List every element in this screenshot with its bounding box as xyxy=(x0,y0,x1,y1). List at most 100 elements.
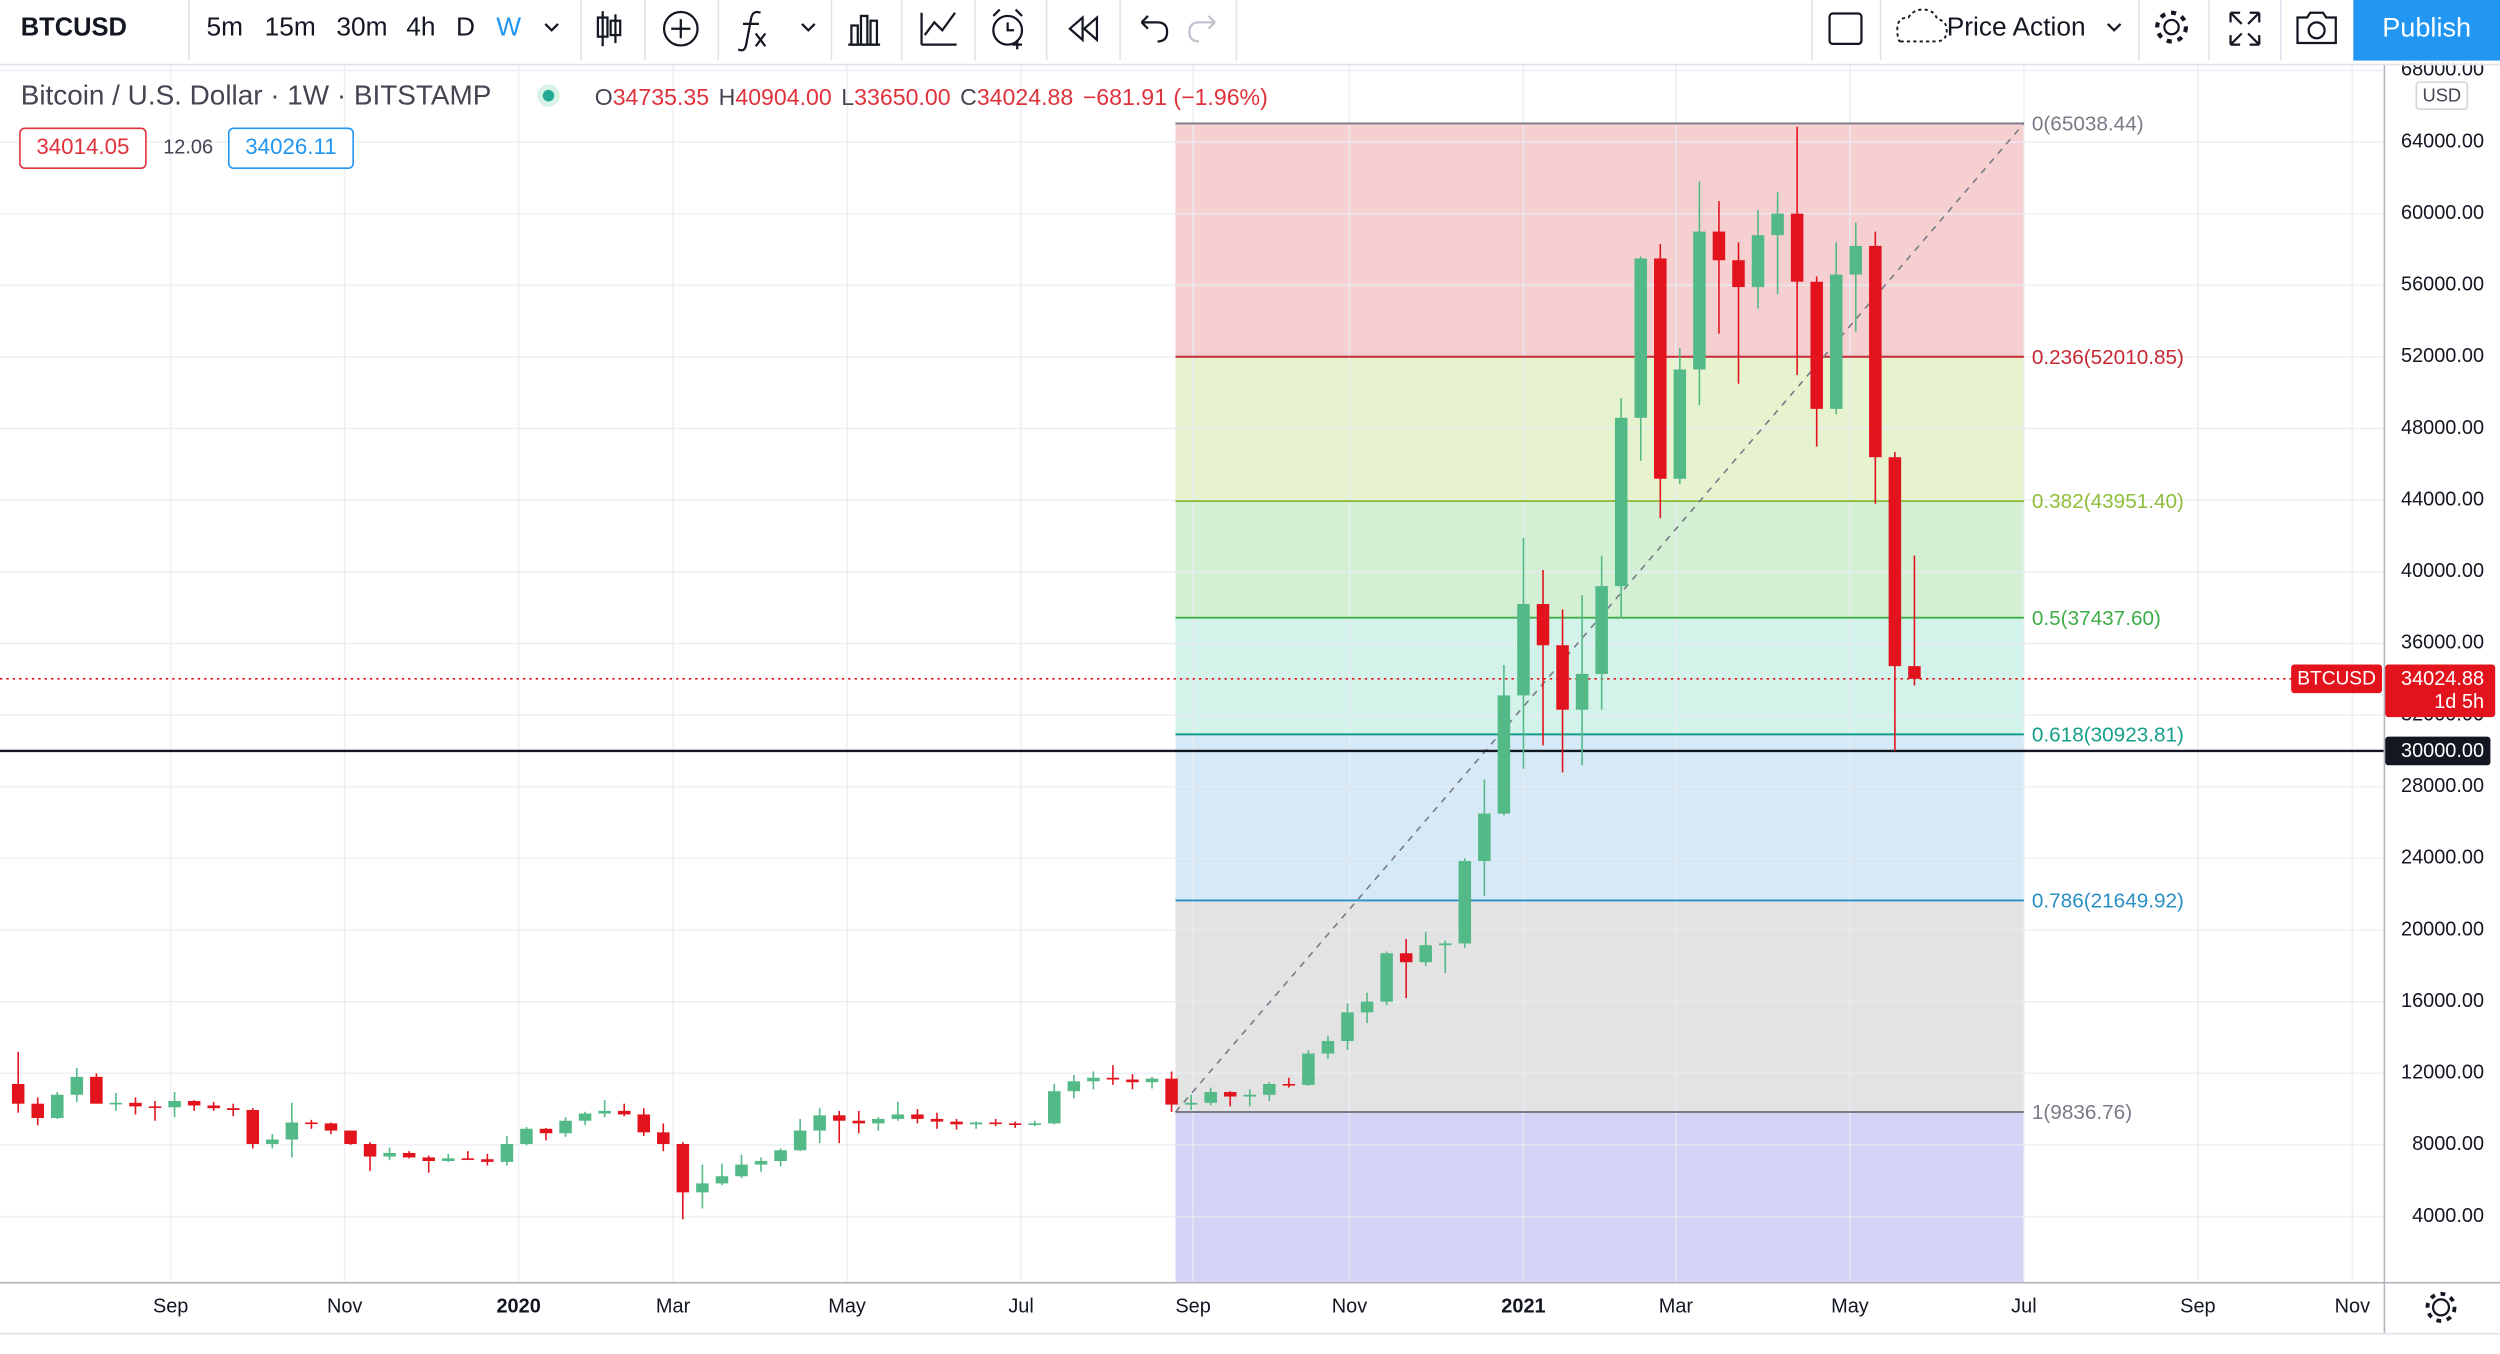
interval-button[interactable]: 5m xyxy=(207,12,244,42)
candle-body xyxy=(969,1122,983,1125)
candle-body xyxy=(1263,1084,1276,1095)
interval-button[interactable]: 15m xyxy=(265,12,316,42)
symbol-search[interactable]: BTCUSD xyxy=(21,13,127,41)
candle-body xyxy=(676,1143,690,1193)
candle-body xyxy=(1243,1094,1257,1097)
candle-body xyxy=(266,1139,279,1144)
candle-body xyxy=(1869,245,1882,458)
candle-body xyxy=(1282,1084,1296,1086)
fullscreen-icon[interactable] xyxy=(2229,11,2261,46)
y-tick-label: 48000.00 xyxy=(2401,417,2484,439)
publish-label[interactable]: Publish xyxy=(2382,12,2471,43)
spread: 12.06 xyxy=(163,137,213,159)
fib-level-label: 0.786(21649.92) xyxy=(2032,890,2184,913)
settings-button[interactable] xyxy=(2155,10,2188,44)
x-tick-label: Sep xyxy=(153,1296,188,1318)
candle-body xyxy=(31,1103,44,1119)
indicators-icon[interactable] xyxy=(737,10,767,52)
settings-icon[interactable] xyxy=(2425,1291,2457,1323)
interval-button[interactable]: W xyxy=(496,12,521,42)
intervals: 5m 15m 30m 4h D W xyxy=(207,12,522,42)
candle-body xyxy=(1732,260,1745,288)
publish-button[interactable] xyxy=(2353,0,2500,61)
hline-price-box xyxy=(2385,736,2491,766)
fib-level-label: 0.382(43951.40) xyxy=(2032,490,2184,513)
template-menu[interactable] xyxy=(2106,23,2122,32)
candle-body xyxy=(1341,1012,1354,1042)
candle-body xyxy=(461,1158,475,1160)
fib-band xyxy=(1175,900,2024,1112)
templates-icon[interactable] xyxy=(848,14,881,46)
y-tick-label: 36000.00 xyxy=(2401,632,2484,654)
redo-icon[interactable] xyxy=(1188,15,1216,43)
ask-price[interactable]: 34026.11 xyxy=(245,134,336,159)
layout-icon[interactable] xyxy=(1828,12,1863,45)
snapshot-icon[interactable] xyxy=(2296,11,2337,45)
candle-body xyxy=(226,1108,240,1110)
bid-price[interactable]: 34014.05 xyxy=(36,134,129,159)
candle-body xyxy=(1223,1092,1237,1097)
candle-body xyxy=(617,1110,631,1115)
interval-button[interactable]: 4h xyxy=(406,12,435,42)
fib-level-label: 0.236(52010.85) xyxy=(2032,346,2184,369)
candle-body xyxy=(500,1143,514,1162)
fib-level-label: 0(65038.44) xyxy=(2032,113,2144,136)
y-tick-label: 52000.00 xyxy=(2401,345,2484,367)
candle-body xyxy=(891,1114,905,1119)
ohlc-value: 33650.00 xyxy=(854,84,950,110)
template-name[interactable]: Price Action xyxy=(1947,12,2086,42)
plot-area: 0(65038.44) 0.236(52010.85) 0.382(43951.40… xyxy=(0,63,2384,1282)
y-tick-label: 44000.00 xyxy=(2401,488,2484,510)
candle-body xyxy=(90,1076,103,1104)
indicators-menu[interactable] xyxy=(801,23,816,32)
candle-body xyxy=(657,1132,670,1144)
candle-body xyxy=(344,1130,357,1144)
candle-body xyxy=(1321,1041,1335,1054)
legend: Bitcoin / U.S. Dollar · 1W · BITSTAMP O3… xyxy=(19,80,1268,170)
candle-body xyxy=(324,1123,338,1131)
candle-body xyxy=(51,1094,64,1119)
candle-body xyxy=(930,1118,944,1122)
candle-body xyxy=(754,1161,768,1165)
candle-body xyxy=(989,1122,1002,1125)
candle-body xyxy=(11,1084,25,1104)
candle-body xyxy=(598,1110,611,1114)
x-tick-label: Nov xyxy=(327,1296,362,1318)
candle-body xyxy=(168,1101,181,1108)
change: −681.91 (−1.96%) xyxy=(1083,84,1268,110)
candle-body xyxy=(1771,213,1784,236)
candle-body xyxy=(774,1150,787,1162)
fib-band xyxy=(1175,123,2024,357)
candle-body xyxy=(1204,1092,1217,1103)
interval-button[interactable]: 30m xyxy=(336,12,387,42)
y-tick-label: 12000.00 xyxy=(2401,1062,2484,1084)
x-tick-label: Jul xyxy=(2011,1296,2036,1318)
candle-body xyxy=(1008,1123,1022,1125)
chart-type-icon[interactable] xyxy=(596,11,622,47)
replay-icon[interactable] xyxy=(1068,15,1099,43)
candle-body xyxy=(129,1102,142,1107)
candle-body xyxy=(1399,953,1413,963)
y-tick-label: 24000.00 xyxy=(2401,847,2484,869)
candle-body xyxy=(422,1157,435,1162)
y-tick-label: 16000.00 xyxy=(2401,990,2484,1012)
alert-icon[interactable] xyxy=(992,8,1024,50)
candle-body xyxy=(383,1152,396,1157)
candle-body xyxy=(1536,604,1550,646)
candle-body xyxy=(793,1130,807,1151)
cloud-icon[interactable] xyxy=(1896,8,1948,43)
undo-icon[interactable] xyxy=(1140,15,1169,43)
drawing-icon[interactable] xyxy=(920,12,957,46)
candle-body xyxy=(1790,213,1804,282)
interval-button[interactable]: D xyxy=(456,12,475,42)
interval-menu[interactable] xyxy=(544,23,559,32)
x-tick-label: Sep xyxy=(2180,1296,2215,1318)
x-tick-label: Jul xyxy=(1008,1296,1033,1318)
fib-band xyxy=(1175,1111,2024,1282)
ask-box[interactable] xyxy=(227,127,354,170)
candle-body xyxy=(1634,258,1648,418)
bid-box[interactable] xyxy=(19,127,147,170)
compare-icon[interactable] xyxy=(662,10,699,47)
